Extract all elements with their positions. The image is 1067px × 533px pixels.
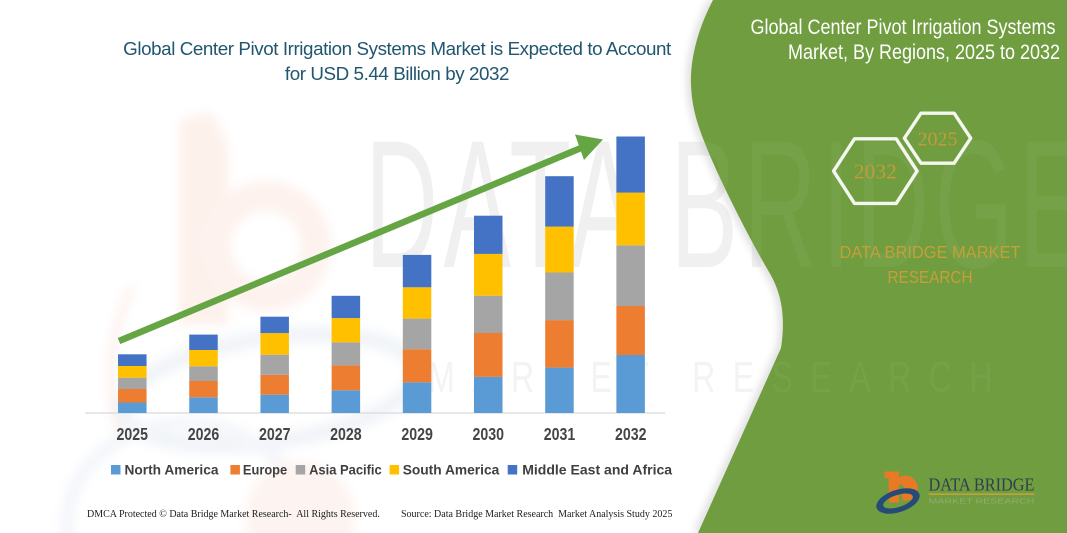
- svg-text:Market, By Regions, 2025 to 20: Market, By Regions, 2025 to 2032: [788, 40, 1060, 64]
- svg-text:2025: 2025: [918, 129, 958, 151]
- svg-text:Asia Pacific: Asia Pacific: [309, 462, 382, 478]
- svg-text:RESEARCH: RESEARCH: [888, 267, 973, 287]
- svg-text:South America: South America: [403, 462, 500, 478]
- svg-text:2031: 2031: [544, 424, 576, 444]
- svg-text:2027: 2027: [259, 424, 291, 444]
- svg-text:DATA BRIDGE MARKET: DATA BRIDGE MARKET: [840, 242, 1021, 262]
- svg-text:2026: 2026: [188, 424, 220, 444]
- svg-text:North America: North America: [125, 462, 219, 478]
- svg-text:2030: 2030: [473, 424, 505, 444]
- svg-text:2025: 2025: [117, 424, 149, 444]
- svg-text:Europe: Europe: [243, 462, 287, 478]
- svg-text:MARKET RESEARCH: MARKET RESEARCH: [929, 497, 1035, 506]
- svg-text:2029: 2029: [401, 424, 433, 444]
- svg-text:MARKET RESEARCH: MARKET RESEARCH: [428, 353, 1010, 402]
- svg-text:Global Center Pivot Irrigation: Global Center Pivot Irrigation Systems: [751, 15, 1056, 39]
- svg-text:Middle East and Africa: Middle East and Africa: [522, 462, 672, 478]
- svg-text:2032: 2032: [854, 160, 897, 184]
- svg-text:DATA BRIDGE: DATA BRIDGE: [929, 475, 1035, 495]
- svg-text:2032: 2032: [615, 424, 647, 444]
- svg-text:2028: 2028: [330, 424, 362, 444]
